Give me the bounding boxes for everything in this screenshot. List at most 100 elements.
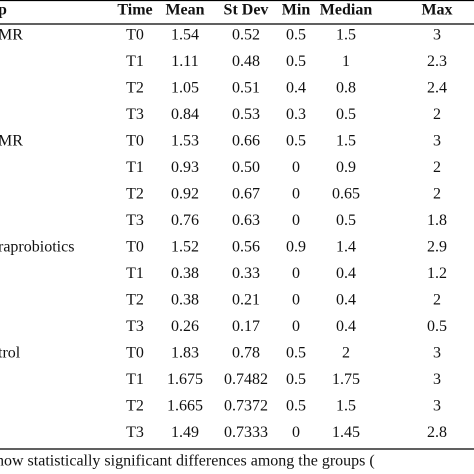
cell: 0.38 [171,265,199,282]
cell: T3 [126,212,144,229]
cell: 0.38 [171,292,199,309]
cell: 0.5 [286,398,306,415]
cell: 0.4 [336,292,356,309]
cell: 2 [433,106,441,123]
cell: 0.4 [286,80,306,97]
cell: 1.665 [167,398,203,415]
header-cell: Time [117,2,152,19]
header-cell: St Dev [224,2,269,19]
cell: 2 [433,292,441,309]
cell: 1.675 [167,371,203,388]
cell: T1 [126,159,144,176]
cell: 0.93 [171,159,199,176]
cell: 0.3 [286,106,306,123]
cell: 0.52 [232,27,260,44]
cell: T0 [126,239,144,256]
cell: 0.53 [232,106,260,123]
cell: 0.50 [232,159,260,176]
cell: 0.26 [171,318,199,335]
cell: T1 [126,265,144,282]
cell: T2 [126,186,144,203]
cell: 1.45 [332,424,360,441]
cell: 0.5 [286,345,306,362]
cell: 0 [292,265,300,282]
cell: 0.63 [232,212,260,229]
cell: 0.5 [336,106,356,123]
cell: 0.5 [286,53,306,70]
cell: 2.3 [427,53,447,70]
cell: 0.5 [286,133,306,150]
cell: 3 [433,345,441,362]
cell: 0 [292,186,300,203]
cell: 0.33 [232,265,260,282]
cell: 1.83 [171,345,199,362]
cell: 0.4 [336,318,356,335]
cell: 0.67 [232,186,260,203]
cell: 0.7372 [224,398,268,415]
cell: 2 [433,186,441,203]
cell: 0 [292,292,300,309]
cell: 0.84 [171,106,199,123]
cell: 0.56 [232,239,260,256]
cell: T0 [126,133,144,150]
cell: 1.52 [171,239,199,256]
cell: 0 [292,424,300,441]
cell: 0.92 [171,186,199,203]
cell: 0.5 [427,318,447,335]
cell: 1.4 [336,239,356,256]
cell: T2 [126,292,144,309]
cell: 1.75 [332,371,360,388]
header-cell: p [0,2,7,19]
cell: 2 [342,345,350,362]
cell: 0 [292,159,300,176]
cell: 3 [433,371,441,388]
cell: T2 [126,398,144,415]
cell: 0.8 [336,80,356,97]
cell: 0.5 [286,27,306,44]
cell: 2.4 [427,80,447,97]
cell: 0.65 [332,186,360,203]
footnote: how statistically significant difference… [0,453,375,470]
cell: 0.66 [232,133,260,150]
cell: 1.49 [171,424,199,441]
cell: 0.21 [232,292,260,309]
cell: T1 [126,53,144,70]
cell: 1.11 [171,53,198,70]
cell: 0 [292,318,300,335]
cell: 0.5 [286,371,306,388]
cell: 0.7333 [224,424,268,441]
cell: 0.7482 [224,371,268,388]
cell: 1.5 [336,27,356,44]
cell: 1.5 [336,398,356,415]
cell: 1.2 [427,265,447,282]
cell: T3 [126,106,144,123]
cell: 0.9 [336,159,356,176]
cell: 0.48 [232,53,260,70]
group-label: raprobiotics [0,239,74,256]
cell: T2 [126,80,144,97]
cell: 0.17 [232,318,260,335]
cell: 1.53 [171,133,199,150]
cell: 0.78 [232,345,260,362]
group-label: MR [0,133,23,150]
cell: 2.8 [427,424,447,441]
cell: 0.4 [336,265,356,282]
cell: 3 [433,398,441,415]
cell: 3 [433,27,441,44]
cell: 1.05 [171,80,199,97]
cell: 1.8 [427,212,447,229]
cell: 0.76 [171,212,199,229]
cell: 0.51 [232,80,260,97]
cell: 2.9 [427,239,447,256]
cell: 0.9 [286,239,306,256]
header-cell: Mean [165,2,204,19]
cell: 0.5 [336,212,356,229]
cell: 1.5 [336,133,356,150]
header-cell: Max [421,2,452,19]
cell: 1 [342,53,350,70]
cell: T0 [126,345,144,362]
cell: T3 [126,318,144,335]
cell: T0 [126,27,144,44]
cell: 0 [292,212,300,229]
cell: T1 [126,371,144,388]
